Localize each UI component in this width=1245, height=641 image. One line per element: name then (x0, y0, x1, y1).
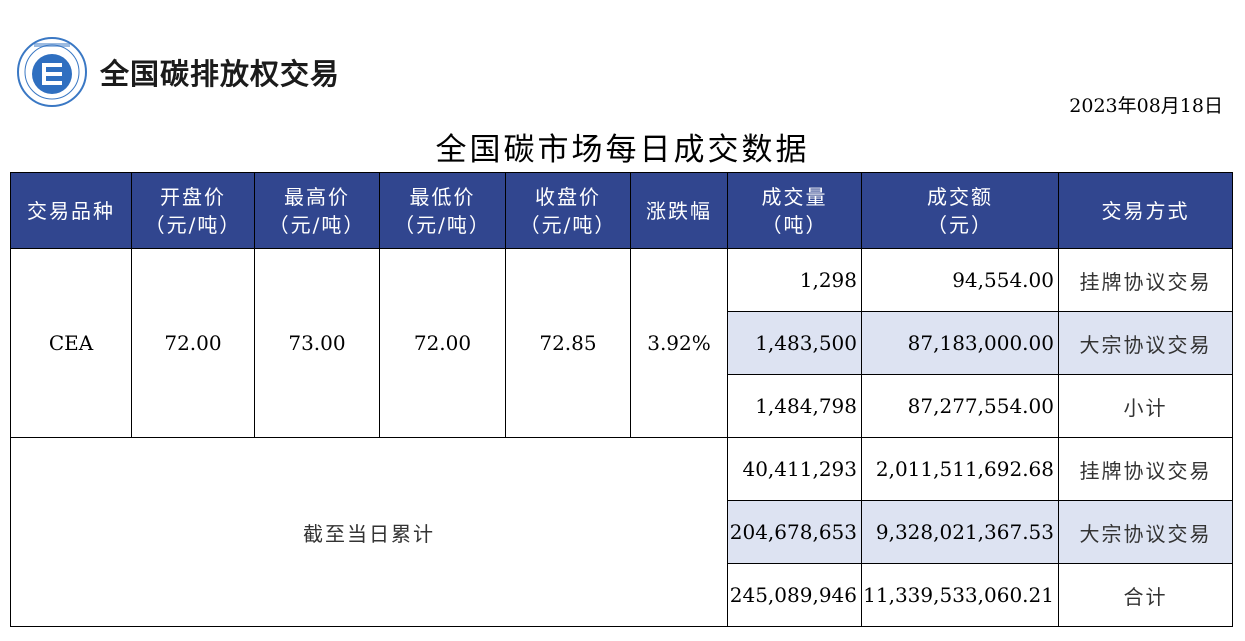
brand-name: 全国碳排放权交易 (100, 57, 341, 91)
header-low: 最低价 （元/吨） (379, 172, 506, 249)
cell-mode: 挂牌协议交易 (1058, 437, 1233, 501)
header-open: 开盘价 （元/吨） (131, 172, 255, 249)
cell-mode: 小计 (1058, 374, 1233, 438)
table-row: CEA 72.00 73.00 72.00 72.85 3.92% 1,298 … (10, 248, 1233, 438)
cell-high: 73.00 (254, 248, 380, 438)
header-high: 最高价 （元/吨） (254, 172, 380, 249)
page-title: 全国碳市场每日成交数据 (435, 132, 810, 168)
cell-mode: 大宗协议交易 (1058, 500, 1233, 564)
cell-volume: 40,411,293 (727, 437, 862, 501)
header-row: 交易品种 开盘价 （元/吨） 最高价 （元/吨） 最低价 （元/吨） 收盘价 （元/吨）… (10, 172, 1233, 249)
header-variety: 交易品种 (10, 172, 132, 249)
cell-volume: 245,089,946 (727, 563, 862, 627)
carbon-exchange-emblem-icon (17, 37, 87, 107)
table-row: 1,483,500 87,183,000.00 大宗协议交易 (11, 311, 1233, 375)
cell-open: 72.00 (131, 248, 255, 438)
cell-mode: 挂牌协议交易 (1058, 248, 1233, 312)
header-close: 收盘价 （元/吨） (505, 172, 631, 249)
cell-volume: 1,483,500 (727, 311, 862, 375)
cell-amount: 2,011,511,692.68 (861, 437, 1059, 501)
report-date: 2023年08月18日 (1069, 95, 1223, 117)
cell-mode: 大宗协议交易 (1058, 311, 1233, 375)
cell-amount: 87,277,554.00 (861, 374, 1059, 438)
header-change: 涨跌幅 (630, 172, 728, 249)
header-volume: 成交量 （吨） (727, 172, 862, 249)
trading-data-table: 交易品种 开盘价 （元/吨） 最高价 （元/吨） 最低价 （元/吨） 收盘价 （元/吨）… (10, 172, 1233, 627)
cell-volume: 1,298 (727, 248, 862, 312)
brand-logo: 全国碳排放权交易 (16, 36, 340, 108)
cell-amount: 94,554.00 (861, 248, 1059, 312)
header-mode: 交易方式 (1058, 172, 1233, 249)
cell-variety: CEA (10, 248, 132, 438)
cell-amount: 87,183,000.00 (861, 311, 1059, 375)
cell-low: 72.00 (379, 248, 506, 438)
table-row: 204,678,653 9,328,021,367.53 大宗协议交易 (11, 500, 1233, 564)
cell-change: 3.92% (630, 248, 728, 438)
cell-close: 72.85 (505, 248, 631, 438)
cell-volume: 204,678,653 (727, 500, 862, 564)
cell-mode: 合计 (1058, 563, 1233, 627)
cell-amount: 9,328,021,367.53 (861, 500, 1059, 564)
table-row: 截至当日累计 40,411,293 2,011,511,692.68 挂牌协议交… (10, 437, 1233, 627)
cumulative-label: 截至当日累计 (10, 437, 728, 627)
header-amount: 成交额 （元） (861, 172, 1059, 249)
cell-volume: 1,484,798 (727, 374, 862, 438)
table-row: 245,089,946 11,339,533,060.21 合计 (11, 563, 1233, 627)
cell-amount: 11,339,533,060.21 (861, 563, 1059, 627)
